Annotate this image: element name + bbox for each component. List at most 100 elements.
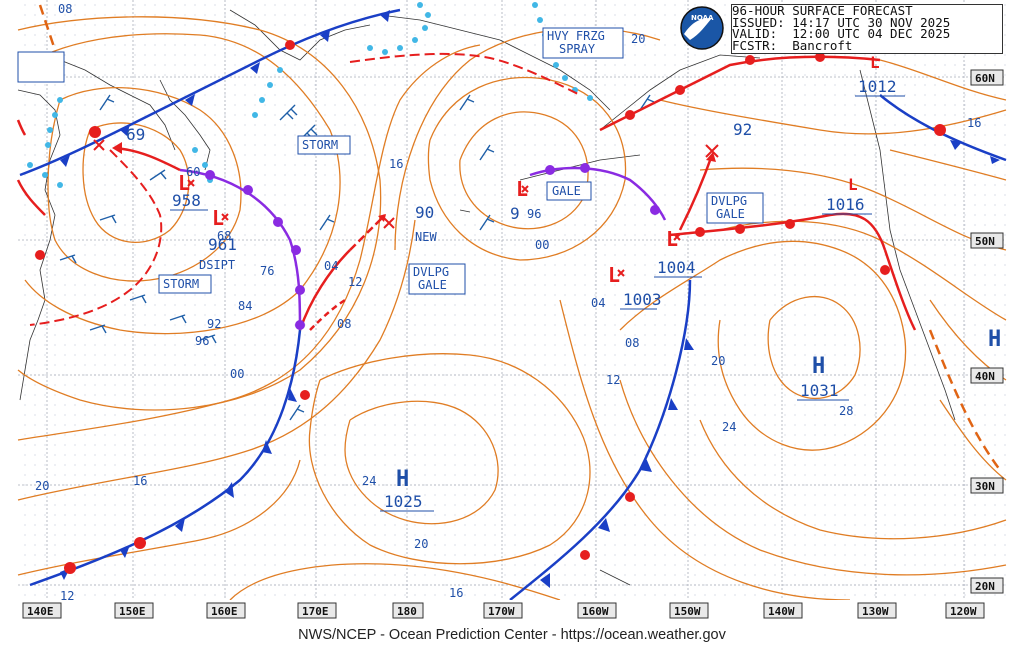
svg-text:96: 96 [195, 334, 209, 348]
svg-text:40N: 40N [975, 370, 995, 383]
svg-text:150W: 150W [674, 605, 701, 618]
svg-text:958: 958 [172, 191, 201, 210]
svg-text:120W: 120W [950, 605, 977, 618]
svg-text:STORM: STORM [163, 277, 199, 291]
svg-text:16: 16 [967, 116, 981, 130]
svg-text:68: 68 [217, 229, 231, 243]
footer-credit: NWS/NCEP - Ocean Prediction Center - htt… [0, 622, 1024, 652]
svg-text:04: 04 [324, 259, 338, 273]
svg-text:H: H [988, 327, 1001, 352]
central-pressures: 958 961 1003 1004 1016 1012 9 1025 1031 … [126, 77, 897, 511]
longitude-labels: 140E 150E 160E 170E 180 170W 160W 150W 1… [18, 600, 1006, 622]
forecast-header: 96-HOUR SURFACE FORECAST ISSUED: 14:17 U… [731, 4, 1003, 54]
svg-text:20: 20 [35, 479, 49, 493]
svg-text:180: 180 [397, 605, 417, 618]
center-underlines [170, 95, 905, 512]
ice-edge [29, 52, 581, 326]
svg-text:00: 00 [535, 238, 549, 252]
svg-text:170E: 170E [302, 605, 329, 618]
svg-text:24: 24 [362, 474, 376, 488]
new-label: NEW [415, 230, 437, 244]
svg-text:1004: 1004 [657, 258, 696, 277]
svg-text:92: 92 [733, 120, 752, 139]
svg-text:96: 96 [527, 207, 541, 221]
svg-text:1012: 1012 [858, 77, 897, 96]
svg-text:50N: 50N [975, 235, 995, 248]
header-issued: ISSUED: 14:17 UTC 30 NOV 2025 [732, 14, 951, 30]
svg-text:150E: 150E [119, 605, 146, 618]
svg-text:24: 24 [722, 420, 736, 434]
occluded-front [179, 163, 667, 331]
svg-text:1031: 1031 [800, 381, 839, 400]
svg-text:961: 961 [208, 235, 237, 254]
svg-text:08: 08 [337, 317, 351, 331]
coastlines [17, 9, 956, 586]
svg-text:84: 84 [238, 299, 252, 313]
cold-front [19, 8, 1007, 601]
svg-text:L: L [608, 263, 620, 287]
latitude-labels: 60N 50N 40N 30N 20N [970, 69, 1004, 594]
wind-barbs [59, 94, 655, 421]
svg-text:160W: 160W [582, 605, 609, 618]
svg-text:00: 00 [230, 367, 244, 381]
noaa-logo: NOAA [680, 6, 724, 50]
svg-text:16: 16 [389, 157, 403, 171]
svg-text:H: H [812, 354, 825, 379]
svg-text:20: 20 [414, 537, 428, 551]
svg-text:08: 08 [625, 336, 639, 350]
svg-text:28: 28 [839, 404, 853, 418]
svg-text:60N: 60N [975, 72, 995, 85]
svg-text:20N: 20N [975, 580, 995, 593]
svg-text:STORM: STORM [302, 138, 338, 152]
pressure-centers: L L L L L L L H H H [93, 53, 1001, 492]
svg-text:30N: 30N [975, 480, 995, 493]
svg-text:16: 16 [133, 474, 147, 488]
svg-text:H: H [396, 467, 409, 492]
svg-text:NOAA: NOAA [691, 14, 714, 22]
svg-text:GALE: GALE [552, 184, 581, 198]
svg-text:1025: 1025 [384, 492, 423, 511]
svg-text:130W: 130W [862, 605, 889, 618]
svg-text:92: 92 [207, 317, 221, 331]
svg-text:1003: 1003 [623, 290, 662, 309]
svg-text:12: 12 [60, 589, 74, 603]
header-forecaster: FCSTR: Bancroft [732, 37, 853, 53]
freezing-spray-dots [27, 2, 593, 188]
svg-text:9: 9 [510, 204, 520, 223]
svg-text:GALE: GALE [716, 207, 745, 221]
isobar-labels: 08 60 68 76 84 92 96 00 04 12 08 16 20 9… [35, 2, 981, 621]
svg-text:76: 76 [260, 264, 274, 278]
svg-text:69: 69 [126, 125, 145, 144]
storm-tracks [16, 119, 716, 331]
svg-text:170W: 170W [488, 605, 515, 618]
header-valid: VALID: 12:00 UTC 04 DEC 2025 [732, 26, 951, 41]
svg-text:20: 20 [711, 354, 725, 368]
svg-text:SPRAY: SPRAY [559, 42, 596, 56]
svg-text:L: L [666, 227, 678, 251]
svg-text:L: L [848, 175, 858, 194]
svg-text:L: L [178, 171, 190, 195]
svg-text:16: 16 [449, 586, 463, 600]
svg-text:DVLPG: DVLPG [711, 194, 747, 208]
svg-text:1016: 1016 [826, 195, 865, 214]
warm-front [35, 40, 946, 574]
warning-boxes: STORM STORM GALE DVLPG GALE DVLPG GALE H… [158, 27, 764, 295]
svg-text:HVY FRZG: HVY FRZG [547, 29, 605, 43]
svg-text:12: 12 [606, 373, 620, 387]
svg-text:04: 04 [591, 296, 605, 310]
troughs [38, 4, 1002, 471]
svg-text:L: L [516, 177, 528, 201]
svg-text:140E: 140E [27, 605, 54, 618]
svg-text:GALE: GALE [418, 278, 447, 292]
svg-text:20: 20 [631, 32, 645, 46]
svg-text:140W: 140W [768, 605, 795, 618]
svg-text:160E: 160E [211, 605, 238, 618]
svg-text:08: 08 [58, 2, 72, 16]
header-title: 96-HOUR SURFACE FORECAST [732, 3, 913, 18]
svg-text:90: 90 [415, 203, 434, 222]
svg-text:L: L [212, 206, 224, 230]
svg-text:L: L [870, 53, 880, 72]
svg-text:12: 12 [348, 275, 362, 289]
svg-text:DVLPG: DVLPG [413, 265, 449, 279]
